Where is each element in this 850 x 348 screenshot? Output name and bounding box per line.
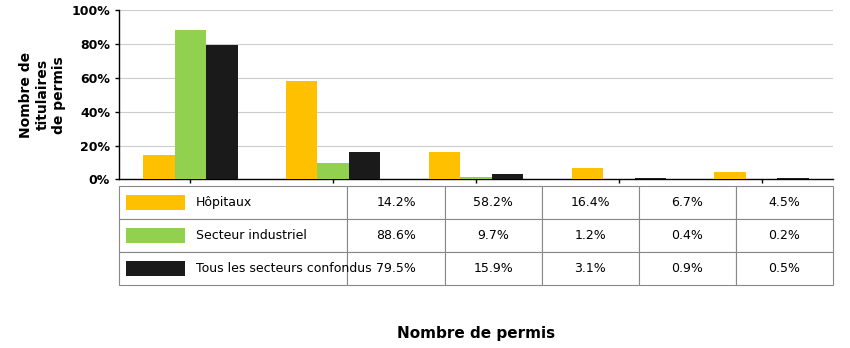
Bar (445, 252, 541, 285)
Bar (348, 186, 445, 219)
Bar (119, 219, 348, 252)
Bar (736, 186, 833, 219)
Bar (639, 252, 736, 285)
Bar (461, 177, 491, 179)
Bar (119, 252, 348, 285)
Text: Tous les secteurs confondus: Tous les secteurs confondus (196, 262, 371, 275)
Bar (348, 219, 445, 252)
Text: 16.4%: 16.4% (570, 196, 610, 209)
Bar (491, 174, 523, 179)
Bar (541, 252, 639, 285)
Text: 79.5%: 79.5% (376, 262, 416, 275)
Bar (348, 252, 445, 285)
Bar (541, 219, 639, 252)
Text: Secteur industriel: Secteur industriel (196, 229, 307, 242)
Text: 9.7%: 9.7% (477, 229, 509, 242)
Bar (445, 186, 541, 219)
Text: 6.7%: 6.7% (672, 196, 703, 209)
Bar (144, 155, 175, 179)
Bar (119, 186, 348, 219)
Bar (736, 252, 833, 285)
Text: 0.5%: 0.5% (768, 262, 801, 275)
Text: Hôpitaux: Hôpitaux (196, 196, 252, 209)
Bar (634, 178, 666, 179)
Bar (126, 228, 185, 243)
Text: 0.9%: 0.9% (672, 262, 703, 275)
Text: 3.1%: 3.1% (575, 262, 606, 275)
Bar (175, 30, 206, 179)
Bar (318, 163, 348, 179)
Text: 1.2%: 1.2% (575, 229, 606, 242)
Text: 4.5%: 4.5% (768, 196, 801, 209)
Text: 0.4%: 0.4% (672, 229, 703, 242)
Bar (572, 168, 604, 179)
Text: Nombre de permis: Nombre de permis (397, 326, 555, 341)
Text: 88.6%: 88.6% (376, 229, 416, 242)
Bar (286, 81, 318, 179)
Text: 14.2%: 14.2% (377, 196, 416, 209)
Text: 15.9%: 15.9% (473, 262, 513, 275)
Y-axis label: Nombre de
titulaires
de permis: Nombre de titulaires de permis (20, 52, 65, 138)
Bar (348, 152, 380, 179)
Text: 58.2%: 58.2% (473, 196, 513, 209)
Bar (736, 219, 833, 252)
Bar (445, 219, 541, 252)
Bar (715, 172, 746, 179)
Bar (541, 186, 639, 219)
Bar (126, 195, 185, 210)
Text: 0.2%: 0.2% (768, 229, 801, 242)
Bar (126, 261, 185, 276)
Bar (639, 219, 736, 252)
Bar (639, 186, 736, 219)
Bar (206, 45, 237, 179)
Bar (429, 152, 461, 179)
